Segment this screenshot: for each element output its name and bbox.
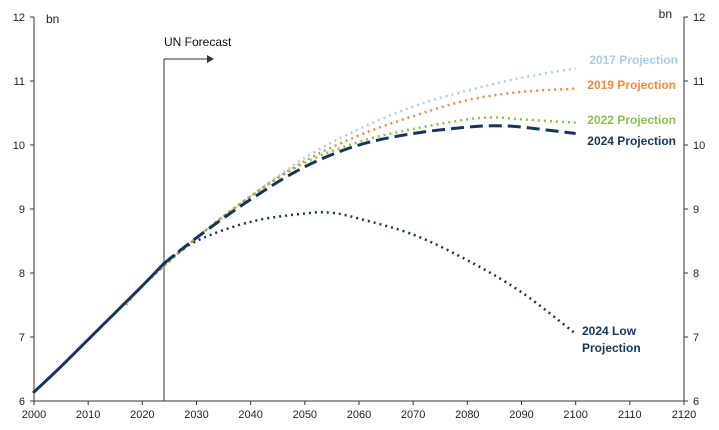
x-tick-label: 2000 [22, 409, 46, 421]
label-layer: 2017 Projection 2019 Projection 2022 Proje… [582, 53, 678, 355]
axes-layer: 2000 2010 2020 2030 2040 2050 2060 2070 2080 2090… [13, 7, 706, 421]
x-tick-label: 2070 [401, 409, 425, 421]
y-unit-label-right: bn [659, 7, 672, 21]
x-tick-label: 2080 [455, 409, 479, 421]
y-tick-label-left: 10 [13, 140, 25, 152]
2022-projection-line [141, 116, 576, 287]
y-tick-label-right: 7 [693, 332, 699, 344]
2017-projection-line [125, 66, 576, 303]
2022-projection-label: 2022 Projection [587, 113, 676, 127]
x-tick-label: 2020 [130, 409, 154, 421]
y-tick-label-right: 9 [693, 204, 699, 216]
2017-projection-label: 2017 Projection [589, 53, 678, 67]
2024-low-projection-label: 2024 Low [582, 324, 637, 338]
x-tick-label: 2110 [618, 409, 642, 421]
x-tick-label: 2030 [184, 409, 208, 421]
forecast-annotation-label: UN Forecast [164, 35, 232, 49]
y-tick-label-left: 6 [19, 396, 25, 408]
historical-line [32, 261, 166, 394]
x-tick-label: 2050 [293, 409, 317, 421]
x-tick-label: 2120 [672, 409, 696, 421]
2024-low-projection-label: Projection [582, 341, 641, 355]
x-tick-label: 2040 [238, 409, 262, 421]
2019-projection-line [125, 87, 576, 306]
x-tick-label: 2010 [76, 409, 100, 421]
2024-projection-line [163, 124, 576, 265]
series-layer [32, 66, 577, 394]
forecast-arrow-head [207, 55, 214, 63]
y-tick-label-right: 10 [693, 140, 705, 152]
y-unit-label-left: bn [46, 12, 59, 26]
y-tick-label-right: 12 [693, 12, 705, 24]
x-tick-label: 2090 [509, 409, 533, 421]
y-tick-label-left: 12 [13, 12, 25, 24]
2019-projection-label: 2019 Projection [587, 78, 676, 92]
x-tick-label: 2100 [563, 409, 587, 421]
2024-projection-label: 2024 Projection [587, 134, 676, 148]
y-tick-label-right: 11 [693, 76, 704, 88]
y-tick-label-left: 7 [19, 332, 25, 344]
y-tick-label-left: 11 [14, 76, 25, 88]
2024-low-projection-line [163, 211, 577, 335]
y-tick-label-right: 6 [693, 396, 699, 408]
x-tick-label: 2060 [347, 409, 371, 421]
y-tick-label-left: 9 [19, 204, 25, 216]
y-tick-label-left: 8 [19, 268, 25, 280]
y-tick-label-right: 8 [693, 268, 699, 280]
